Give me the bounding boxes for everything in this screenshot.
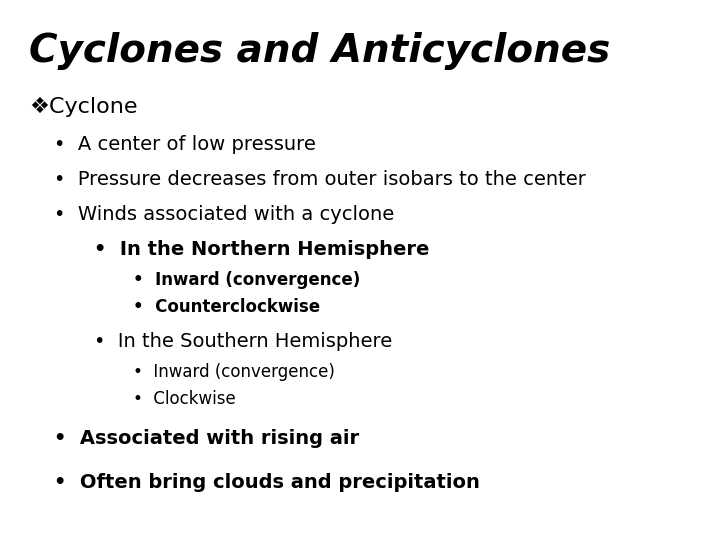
Text: •  Clockwise: • Clockwise — [133, 390, 236, 408]
Text: •  Associated with rising air: • Associated with rising air — [54, 429, 359, 448]
Text: •  A center of low pressure: • A center of low pressure — [54, 135, 316, 154]
Text: •  Winds associated with a cyclone: • Winds associated with a cyclone — [54, 205, 395, 224]
Text: •  Often bring clouds and precipitation: • Often bring clouds and precipitation — [54, 472, 480, 491]
Text: •  In the Southern Hemisphere: • In the Southern Hemisphere — [94, 332, 392, 351]
Text: ❖Cyclone: ❖Cyclone — [29, 97, 138, 117]
Text: •  Inward (convergence): • Inward (convergence) — [133, 363, 335, 381]
Text: Cyclones and Anticyclones: Cyclones and Anticyclones — [29, 32, 610, 70]
Text: •  Inward (convergence): • Inward (convergence) — [133, 271, 361, 289]
Text: •  In the Northern Hemisphere: • In the Northern Hemisphere — [94, 240, 429, 259]
Text: •  Pressure decreases from outer isobars to the center: • Pressure decreases from outer isobars … — [54, 170, 586, 189]
Text: •  Counterclockwise: • Counterclockwise — [133, 298, 320, 316]
